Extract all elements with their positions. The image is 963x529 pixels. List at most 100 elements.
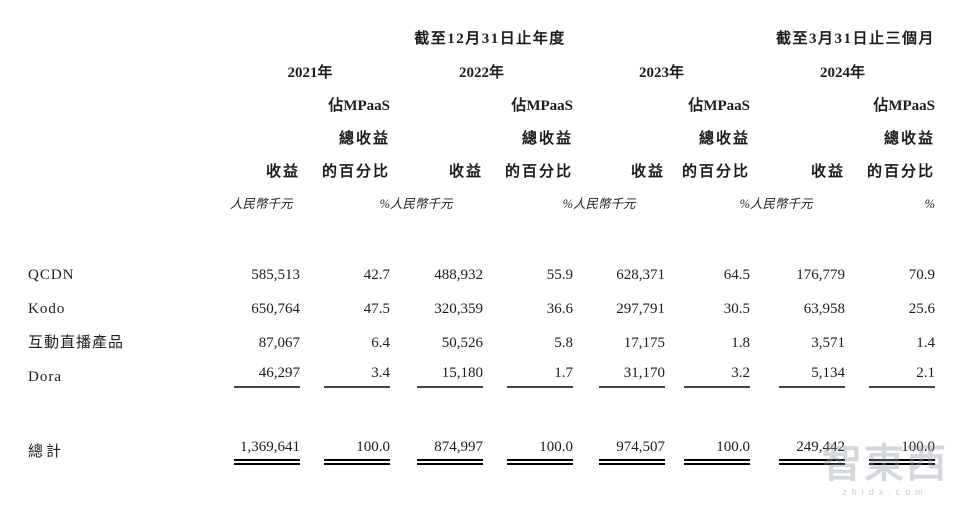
empty-cell <box>28 90 230 123</box>
empty-cell <box>28 123 230 156</box>
pct-header-line1: 佔MPaaS <box>328 98 390 114</box>
unit-rmb: 人民幣千元 <box>230 197 293 212</box>
pct-header-line2: 總收益 <box>884 131 936 147</box>
revenue-header: 收益 <box>448 164 483 180</box>
table-cell: 100.0 <box>300 435 390 469</box>
table-cell: 64.5 <box>723 266 751 283</box>
table-cell: 1,369,641 <box>230 435 300 469</box>
period-header-row: 截至12月31日止年度 截至3月31日止三個月 <box>28 22 935 56</box>
table-cell: 87,067 <box>258 334 300 351</box>
total-value: 100.0 <box>324 439 390 465</box>
table-cell: 2.1 <box>845 360 936 394</box>
spacer <box>28 394 935 435</box>
year-2023: 2023年 <box>639 64 685 81</box>
table-cell: 47.5 <box>363 300 390 317</box>
subheader-row-1: 佔MPaaS 佔MPaaS 佔MPaaS 佔MPaaS <box>28 90 935 123</box>
table-cell: 3,571 <box>811 334 846 351</box>
table-cell: 70.9 <box>908 266 936 283</box>
pct-header-line3: 的百分比 <box>682 164 751 180</box>
table-cell: 31,170 <box>573 360 665 394</box>
table-cell: 55.9 <box>546 266 573 283</box>
unit-rmb: 人民幣千元 <box>750 197 813 212</box>
empty-cell <box>230 90 300 123</box>
table-row-total: 總計 1,369,641 100.0 874,997 100.0 974,507… <box>28 435 936 469</box>
table-row-kodo: Kodo 650,764 47.5 320,359 36.6 297,791 3… <box>28 292 935 326</box>
pct-header-line1: 佔MPaaS <box>873 98 936 114</box>
table-cell: 100.0 <box>665 435 751 469</box>
pct-header-line3: 的百分比 <box>867 164 936 180</box>
pct-header-line2: 總收益 <box>338 131 390 147</box>
table-cell: 42.7 <box>363 266 390 283</box>
unit-percent: % <box>924 197 936 212</box>
underlined-value: 31,170 <box>599 366 665 388</box>
table-cell: 974,507 <box>573 435 665 469</box>
table-cell: 6.4 <box>371 334 390 351</box>
unit-percent: % <box>562 197 573 212</box>
total-value: 974,507 <box>599 439 665 465</box>
spacer-row <box>28 220 935 258</box>
table-cell: 3.2 <box>665 360 751 394</box>
empty-cell <box>28 22 230 56</box>
unit-rmb: 人民幣千元 <box>390 197 453 212</box>
pct-header-line2: 總收益 <box>699 131 751 147</box>
table-cell: 628,371 <box>616 266 665 283</box>
empty-cell <box>390 90 483 123</box>
table-cell: 15,180 <box>390 360 483 394</box>
total-value: 1,369,641 <box>234 439 300 465</box>
watermark-url: zhidx.com <box>842 487 928 497</box>
spacer <box>28 220 935 258</box>
table-cell: 63,958 <box>803 300 846 317</box>
empty-cell <box>750 90 845 123</box>
document-page: 截至12月31日止年度 截至3月31日止三個月 2021年 2022年 2023… <box>0 22 963 529</box>
empty-cell <box>750 123 845 156</box>
underlined-value: 2.1 <box>869 366 936 388</box>
pct-header-line3: 的百分比 <box>321 164 390 180</box>
subheader-row-2: 總收益 總收益 總收益 總收益 <box>28 123 935 156</box>
table-cell: 650,764 <box>251 300 300 317</box>
total-value: 249,442 <box>779 439 846 465</box>
empty-cell <box>28 56 230 90</box>
mpaas-revenue-table: 截至12月31日止年度 截至3月31日止三個月 2021年 2022年 2023… <box>28 22 936 469</box>
year-2022: 2022年 <box>458 64 504 81</box>
year-2021: 2021年 <box>287 64 333 81</box>
table-cell: 46,297 <box>230 360 300 394</box>
total-value: 874,997 <box>417 439 483 465</box>
empty-cell <box>28 156 230 189</box>
year-header-row: 2021年 2022年 2023年 2024年 <box>28 56 935 90</box>
total-label: 總計 <box>28 443 65 460</box>
total-value: 100.0 <box>507 439 573 465</box>
unit-percent: % <box>379 197 390 212</box>
underlined-value: 3.4 <box>324 366 390 388</box>
subheader-row-3: 收益 的百分比 收益 的百分比 收益 的百分比 收益 的百分比 <box>28 156 935 189</box>
table-cell: 36.6 <box>546 300 573 317</box>
underlined-value: 46,297 <box>234 366 300 388</box>
unit-row: 人民幣千元 % 人民幣千元 % 人民幣千元 % 人民幣千元 % <box>28 189 935 220</box>
unit-percent: % <box>739 197 751 212</box>
table-cell: 100.0 <box>845 435 936 469</box>
empty-cell <box>230 123 300 156</box>
empty-cell <box>573 123 665 156</box>
row-label: QCDN <box>28 266 75 283</box>
revenue-header: 收益 <box>630 164 665 180</box>
table-cell: 249,442 <box>750 435 846 469</box>
underlined-value: 15,180 <box>417 366 483 388</box>
table-cell: 176,779 <box>796 266 846 283</box>
table-row-live-products: 互動直播產品 87,067 6.4 50,526 5.8 17,175 1.8 … <box>28 326 935 360</box>
table-cell: 5.8 <box>554 334 573 351</box>
empty-cell <box>28 189 230 220</box>
table-cell: 1.4 <box>916 334 936 351</box>
table-cell: 5,134 <box>750 360 846 394</box>
pct-header-line1: 佔MPaaS <box>511 98 573 114</box>
pct-header-line1: 佔MPaaS <box>688 98 751 114</box>
unit-rmb: 人民幣千元 <box>573 197 636 212</box>
table-cell: 25.6 <box>908 300 936 317</box>
total-value: 100.0 <box>684 439 751 465</box>
table-row-dora: Dora 46,297 3.4 15,180 1.7 31,170 3.2 5,… <box>28 360 936 394</box>
table-cell: 585,513 <box>251 266 300 283</box>
table-row-qcdn: QCDN 585,513 42.7 488,932 55.9 628,371 6… <box>28 258 935 292</box>
table-cell: 17,175 <box>623 334 665 351</box>
table-cell: 100.0 <box>483 435 573 469</box>
table-cell: 1.7 <box>483 360 573 394</box>
row-label: Dora <box>28 368 62 385</box>
table-cell: 320,359 <box>434 300 483 317</box>
